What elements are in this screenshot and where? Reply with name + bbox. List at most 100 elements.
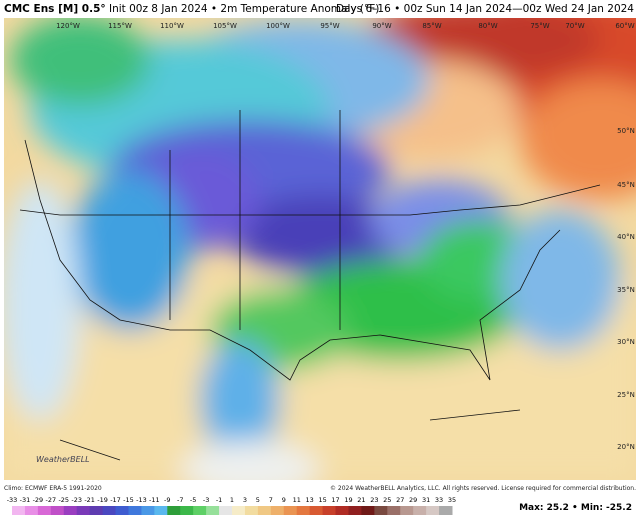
colorbar-segment (24, 506, 39, 515)
lat-label: 30°N (617, 338, 635, 346)
header-left: CMC Ens [M] 0.5° Init 00z 8 Jan 2024 • 2… (4, 0, 379, 18)
colorbar-segment (426, 506, 440, 515)
colorbar-label: -31 (20, 496, 31, 504)
colorbar-segment (102, 506, 117, 515)
colorbar-label: 23 (370, 496, 378, 504)
colorbar-segment (439, 506, 453, 515)
colorbar-label: 9 (282, 496, 286, 504)
colorbar-label: 11 (293, 496, 301, 504)
lat-label: 20°N (617, 443, 635, 451)
colorbar-label: -25 (58, 496, 69, 504)
boundaries (19, 110, 601, 461)
colorbar-segment (296, 506, 311, 515)
colorbar-segment (219, 506, 233, 515)
colorbar-segment (322, 506, 337, 515)
colorbar-segment (50, 506, 65, 515)
colorbar-segment (374, 506, 388, 515)
colorbar-label: -23 (71, 496, 82, 504)
colorbar-label: 33 (435, 496, 443, 504)
colorbar-label: -13 (136, 496, 147, 504)
colorbar-label: -9 (164, 496, 170, 504)
lon-label: 75°W (530, 22, 549, 30)
lat-label: 35°N (617, 286, 635, 294)
colorbar-segment (348, 506, 362, 515)
valid-text: Days 6–16 • 00z Sun 14 Jan 2024—00z Wed … (335, 3, 634, 15)
colorbar-segment (115, 506, 129, 515)
max-min: Max: 25.2 • Min: -25.2 (519, 503, 632, 513)
colorbar-segment (167, 506, 181, 515)
lat-label: 25°N (617, 391, 635, 399)
colorbar-segment (309, 506, 324, 515)
colorbar-label: -11 (149, 496, 160, 504)
colorbar-label: 17 (331, 496, 339, 504)
colorbar-segment (193, 506, 207, 515)
lon-label: 95°W (320, 22, 339, 30)
lon-label: 85°W (422, 22, 441, 30)
anomaly-field (4, 18, 636, 480)
colorbar-label: 27 (396, 496, 404, 504)
colorbar-segment (387, 506, 401, 515)
lon-label: 105°W (213, 22, 237, 30)
colorbar-label: -7 (177, 496, 183, 504)
colorbar-label: -33 (7, 496, 18, 504)
colorbar-segment (180, 506, 194, 515)
colorbar-segment (244, 506, 259, 515)
colorbar-label: -1 (216, 496, 222, 504)
lon-label: 120°W (56, 22, 80, 30)
colorbar-segment (413, 506, 427, 515)
colorbar-label: 3 (243, 496, 247, 504)
colorbar-label: -15 (123, 496, 134, 504)
colorbar-segment (361, 506, 375, 515)
lat-label: 50°N (617, 127, 635, 135)
colorbar-label: -5 (190, 496, 196, 504)
lon-label: 80°W (478, 22, 497, 30)
colorbar-segment (63, 506, 78, 515)
colorbar-segment (141, 506, 155, 515)
lon-label: 100°W (266, 22, 290, 30)
colorbar-label: 21 (357, 496, 365, 504)
colorbar-segment (154, 506, 168, 515)
colorbar-label: 1 (230, 496, 234, 504)
colorbar-label: 19 (344, 496, 352, 504)
colorbar-label: 13 (306, 496, 314, 504)
colorbar-label: 29 (409, 496, 417, 504)
colorbar-label: -17 (110, 496, 121, 504)
colorbar-segment (206, 506, 220, 515)
lon-label: 90°W (372, 22, 391, 30)
colorbar-label: 25 (383, 496, 391, 504)
model-name: CMC Ens [M] 0.5° (4, 3, 106, 15)
colorbar-segment (76, 506, 91, 515)
climo-text: Climo: ECMWF ERA-5 1991-2020 (4, 485, 102, 492)
colorbar-label: 15 (318, 496, 326, 504)
lon-label: 60°W (615, 22, 634, 30)
lat-label: 45°N (617, 181, 635, 189)
init-text: Init 00z 8 Jan 2024 • 2m Temperature Ano… (108, 3, 380, 15)
colorbar-label: 7 (269, 496, 273, 504)
colorbar-segment (128, 506, 142, 515)
lat-label: 40°N (617, 233, 635, 241)
colorbar-segment (89, 506, 104, 515)
colorbar-label: -19 (97, 496, 108, 504)
lon-label: 70°W (565, 22, 584, 30)
colorbar-label: -27 (46, 496, 57, 504)
colorbar-label: 31 (422, 496, 430, 504)
colorbar-label: 35 (448, 496, 456, 504)
colorbar-label: 5 (256, 496, 260, 504)
colorbar-segment (12, 506, 26, 515)
colorbar-segment (37, 506, 52, 515)
colorbar-label: -21 (84, 496, 95, 504)
colorbar-segment (283, 506, 298, 515)
colorbar-segment (400, 506, 414, 515)
colorbar: -33 -31 -29 -27 -25 -23 -21 -19 -17 -15 -13 -11 -9 -7… (7, 496, 456, 515)
lon-label: 110°W (160, 22, 184, 30)
colorbar-label: -3 (203, 496, 209, 504)
colorbar-segment (232, 506, 246, 515)
copyright-text: © 2024 WeatherBELL Analytics, LLC. All r… (330, 485, 636, 492)
colorbar-label: -29 (33, 496, 44, 504)
logo: WeatherBELL (36, 455, 90, 464)
colorbar-segment (270, 506, 285, 515)
colorbar-segment (335, 506, 349, 515)
colorbar-segment (257, 506, 272, 515)
